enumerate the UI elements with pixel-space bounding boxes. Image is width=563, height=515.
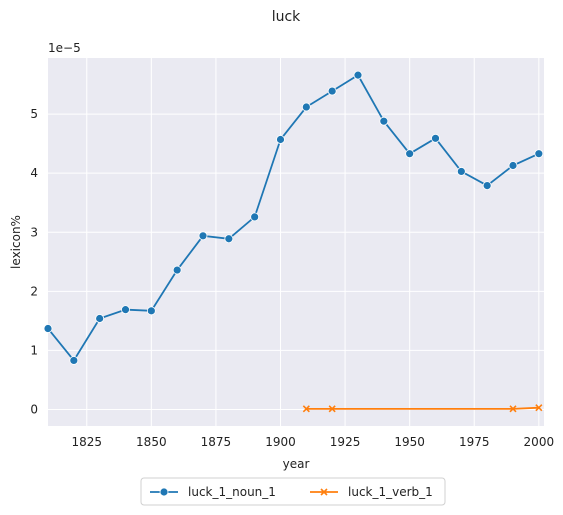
x-tick-label: 2000 bbox=[524, 435, 555, 449]
data-point-luck-1-noun-1 bbox=[172, 265, 182, 275]
y-axis-label: lexicon% bbox=[9, 215, 23, 269]
data-point-luck-1-noun-1 bbox=[224, 234, 234, 244]
plot-area bbox=[48, 58, 544, 426]
data-point-luck-1-noun-1 bbox=[431, 133, 440, 143]
series-line-luck-1-verb-1 bbox=[306, 406, 539, 410]
legend: luck_1_noun_1 luck_1_verb_1 bbox=[140, 477, 446, 506]
data-point-luck-1-noun-1 bbox=[301, 102, 311, 112]
data-point-luck-1-noun-1 bbox=[353, 70, 363, 80]
legend-entry-luck-1-noun-1: luck_1_noun_1 bbox=[150, 485, 276, 499]
data-point-luck-1-noun-1 bbox=[405, 149, 415, 159]
data-point-luck-1-verb-1 bbox=[328, 405, 336, 413]
data-point-luck-1-noun-1 bbox=[121, 305, 130, 315]
data-point-luck-1-verb-1 bbox=[509, 405, 517, 413]
chart-title: luck bbox=[272, 9, 301, 25]
y-tick-label: 3 bbox=[30, 225, 38, 239]
legend-label-luck-1-verb-1: luck_1_verb_1 bbox=[348, 485, 433, 499]
data-point-luck-1-noun-1 bbox=[456, 167, 466, 176]
y-tick-label: 0 bbox=[30, 402, 38, 416]
data-point-luck-1-noun-1 bbox=[146, 306, 156, 316]
x-tick-label: 1925 bbox=[330, 435, 361, 449]
x-tick-label: 1950 bbox=[394, 435, 425, 449]
x-tick-label: 1975 bbox=[459, 435, 490, 449]
data-point-luck-1-noun-1 bbox=[69, 356, 79, 365]
data-point-luck-1-noun-1 bbox=[327, 86, 337, 96]
legend-marker-luck-1-noun-1 bbox=[159, 487, 169, 497]
legend-box bbox=[140, 477, 446, 506]
y-tick-label: 4 bbox=[30, 166, 38, 180]
data-point-luck-1-noun-1 bbox=[379, 116, 389, 126]
data-point-luck-1-noun-1 bbox=[95, 314, 105, 323]
y-tick-label: 1 bbox=[30, 343, 38, 357]
y-tick-label: 2 bbox=[30, 284, 38, 298]
x-tick-label: 1875 bbox=[201, 435, 232, 449]
axis-ticks: 1825 1850 1875 1900 1925 1950 1975 2000 0 1 2 3 4 5 bbox=[30, 107, 554, 449]
legend-marker-luck-1-verb-1 bbox=[320, 488, 328, 496]
data-point-luck-1-noun-1 bbox=[482, 181, 492, 190]
data-point-luck-1-noun-1 bbox=[198, 231, 208, 241]
x-tick-label: 1825 bbox=[71, 435, 102, 449]
y-tick-label: 5 bbox=[30, 107, 38, 121]
data-point-luck-1-noun-1 bbox=[508, 161, 518, 170]
x-axis-label: year bbox=[283, 457, 310, 471]
legend-entry-luck-1-verb-1: luck_1_verb_1 bbox=[310, 485, 433, 499]
data-point-luck-1-verb-1 bbox=[535, 404, 543, 412]
series-luck-1-noun-1 bbox=[43, 70, 544, 365]
data-point-luck-1-noun-1 bbox=[250, 212, 260, 222]
series-layer bbox=[43, 70, 544, 413]
x-tick-label: 1900 bbox=[265, 435, 296, 449]
data-point-luck-1-noun-1 bbox=[534, 149, 544, 159]
data-point-luck-1-noun-1 bbox=[43, 324, 53, 333]
legend-label-luck-1-noun-1: luck_1_noun_1 bbox=[188, 485, 276, 499]
data-point-luck-1-noun-1 bbox=[276, 135, 285, 144]
data-point-luck-1-verb-1 bbox=[302, 405, 310, 413]
x-tick-label: 1850 bbox=[136, 435, 167, 449]
series-luck-1-verb-1 bbox=[302, 404, 543, 413]
y-offset-label: 1e−5 bbox=[48, 41, 81, 55]
